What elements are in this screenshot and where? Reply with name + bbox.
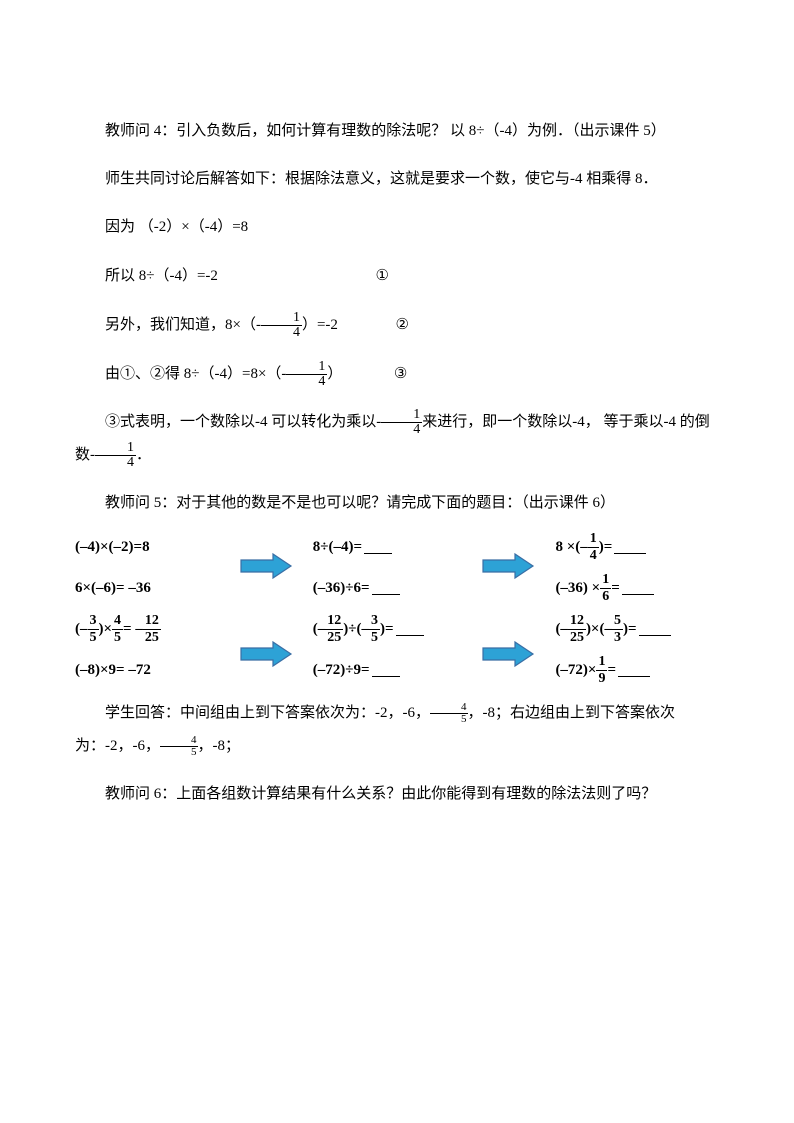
mid-row-3: (–1225)÷(–35)= xyxy=(313,617,462,641)
by12-pre: 由①、②得 8÷（-4）=8×（- xyxy=(105,366,286,382)
paragraph-q4: 教师问 4：引入负数后，如何计算有理数的除法呢？ 以 8÷（-4）为例．（出示课… xyxy=(75,115,719,148)
frac-4-5-a: 45 xyxy=(430,702,468,725)
paragraph-q5: 教师问 5：对于其他的数是不是也可以呢？请完成下面的题目：（出示课件 6） xyxy=(75,487,719,520)
circle-1: ① xyxy=(345,259,388,292)
line-by12: 由①、②得 8÷（-4）=8×（-14） ③ xyxy=(75,357,719,391)
right-row-4: (–72)×19 = xyxy=(555,658,719,682)
mid-row-1: 8÷(–4)= xyxy=(313,535,462,559)
frac-1-4-d: 14 xyxy=(95,441,136,470)
frac-1-4-b: 14 xyxy=(286,360,327,389)
frac-1-4-a: 14 xyxy=(261,311,302,340)
right-row-1: 8 ×(– 14)= xyxy=(555,535,719,559)
arrow-col-1 xyxy=(239,538,293,682)
paragraph-answer: 学生回答：中间组由上到下答案依次为：-2，-6，45，-8；右边组由上到下答案依… xyxy=(75,697,719,763)
line-also: 另外，我们知道，8×（-14）=-2 ② xyxy=(75,308,719,342)
so-text: 所以 8÷（-4）=-2 xyxy=(105,268,218,284)
circle-3: ③ xyxy=(364,357,407,390)
paragraph-eq3: ③式表明，一个数除以-4 可以转化为乘以-14来进行，即一个数除以-4， 等于乘… xyxy=(75,406,719,472)
left-row-2: 6×(–6)= –36 xyxy=(75,576,219,600)
ans-pre: 学生回答：中间组由上到下答案依次为：-2，-6， xyxy=(105,705,430,721)
circle-2: ② xyxy=(365,308,408,341)
eq3-post: ． xyxy=(136,447,151,463)
by12-post: ） xyxy=(327,366,342,382)
right-row-3: (–1225)×(–53)= xyxy=(555,617,719,641)
line-so: 所以 8÷（-4）=-2 ① xyxy=(75,259,719,293)
mid-row-2: (–36)÷6= xyxy=(313,576,462,600)
right-row-2: (–36) ×16 = xyxy=(555,576,719,600)
arrow-icon xyxy=(239,640,293,668)
paragraph-discuss: 师生共同讨论后解答如下：根据除法意义，这就是要求一个数，使它与-4 相乘得 8． xyxy=(75,163,719,196)
left-row-1: (–4)×(–2)=8 xyxy=(75,535,219,559)
frac-4-5-b: 45 xyxy=(160,735,198,758)
paragraph-q6: 教师问 6：上面各组数计算结果有什么关系？由此你能得到有理数的除法法则了吗？ xyxy=(75,778,719,811)
also-post: ）=-2 xyxy=(302,317,338,333)
arrow-col-2 xyxy=(481,538,535,682)
arrow-icon xyxy=(481,640,535,668)
exercise-diagram: (–4)×(–2)=8 6×(–6)= –36 (–35)×45= –1225 … xyxy=(75,535,719,682)
document-page: 教师问 4：引入负数后，如何计算有理数的除法呢？ 以 8÷（-4）为例．（出示课… xyxy=(0,0,794,876)
eq3-pre: ③式表明，一个数除以-4 可以转化为乘以- xyxy=(105,414,381,430)
exercise-col-left: (–4)×(–2)=8 6×(–6)= –36 (–35)×45= –1225 … xyxy=(75,535,219,682)
left-row-3: (–35)×45= –1225 xyxy=(75,617,219,641)
exercise-col-mid: 8÷(–4)= (–36)÷6= (–1225)÷(–35)= (–72)÷9= xyxy=(313,535,462,682)
arrow-icon xyxy=(481,552,535,580)
also-pre: 另外，我们知道，8×（- xyxy=(105,317,261,333)
frac-1-4-c: 14 xyxy=(381,408,422,437)
mid-row-4: (–72)÷9= xyxy=(313,658,462,682)
left-row-4: (–8)×9= –72 xyxy=(75,658,219,682)
arrow-icon xyxy=(239,552,293,580)
ans-post: ，-8； xyxy=(198,738,241,754)
line-because: 因为 （-2）×（-4）=8 xyxy=(75,211,719,244)
exercise-col-right: 8 ×(– 14)= (–36) ×16 = (–1225)×(–53)= (–… xyxy=(555,535,719,682)
